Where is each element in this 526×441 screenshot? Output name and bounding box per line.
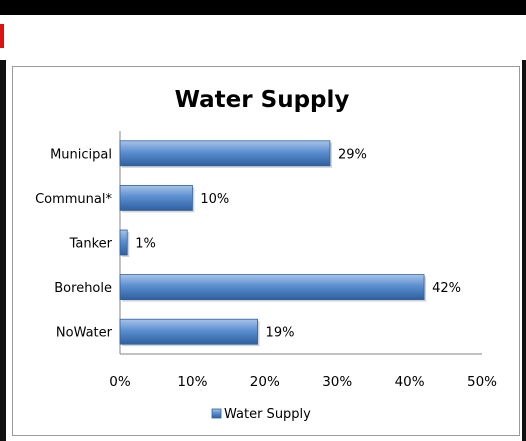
x-tick-label: 40%: [395, 374, 425, 390]
legend-label: Water Supply: [224, 407, 311, 422]
window-top-bar: [0, 0, 526, 15]
bar-nowater[interactable]: [119, 318, 258, 345]
legend-swatch: [211, 408, 222, 419]
data-label: 10%: [200, 192, 229, 207]
category-label: Tanker: [69, 237, 113, 252]
x-tick-label: 0%: [109, 374, 131, 390]
frame-left-edge: [0, 60, 6, 441]
bar-tanker[interactable]: [119, 229, 128, 256]
chart-area[interactable]: [12, 66, 520, 436]
data-label: 19%: [266, 326, 295, 341]
data-label: 1%: [135, 237, 156, 252]
category-label: Communal*: [35, 192, 112, 207]
x-tick-label: 30%: [322, 374, 352, 390]
data-label: 29%: [338, 147, 367, 162]
bar-borehole[interactable]: [119, 274, 425, 301]
x-tick-label: 20%: [250, 374, 280, 390]
category-label: Municipal: [50, 147, 112, 162]
plot-area: Municipal 29% Communal* 10% Tanker 1% Borehole…: [35, 131, 497, 390]
data-label: 42%: [432, 281, 461, 296]
frame-right-edge: [522, 60, 526, 441]
x-tick-label: 50%: [467, 374, 497, 390]
bar-municipal[interactable]: [119, 140, 331, 167]
bar-communal[interactable]: [119, 184, 193, 211]
legend[interactable]: Water Supply: [211, 407, 311, 422]
red-accent-mark: [0, 24, 4, 48]
category-label: NoWater: [56, 326, 113, 341]
chart-title: Water Supply: [175, 87, 350, 113]
category-label: Borehole: [54, 281, 112, 296]
x-tick-label: 10%: [177, 374, 207, 390]
